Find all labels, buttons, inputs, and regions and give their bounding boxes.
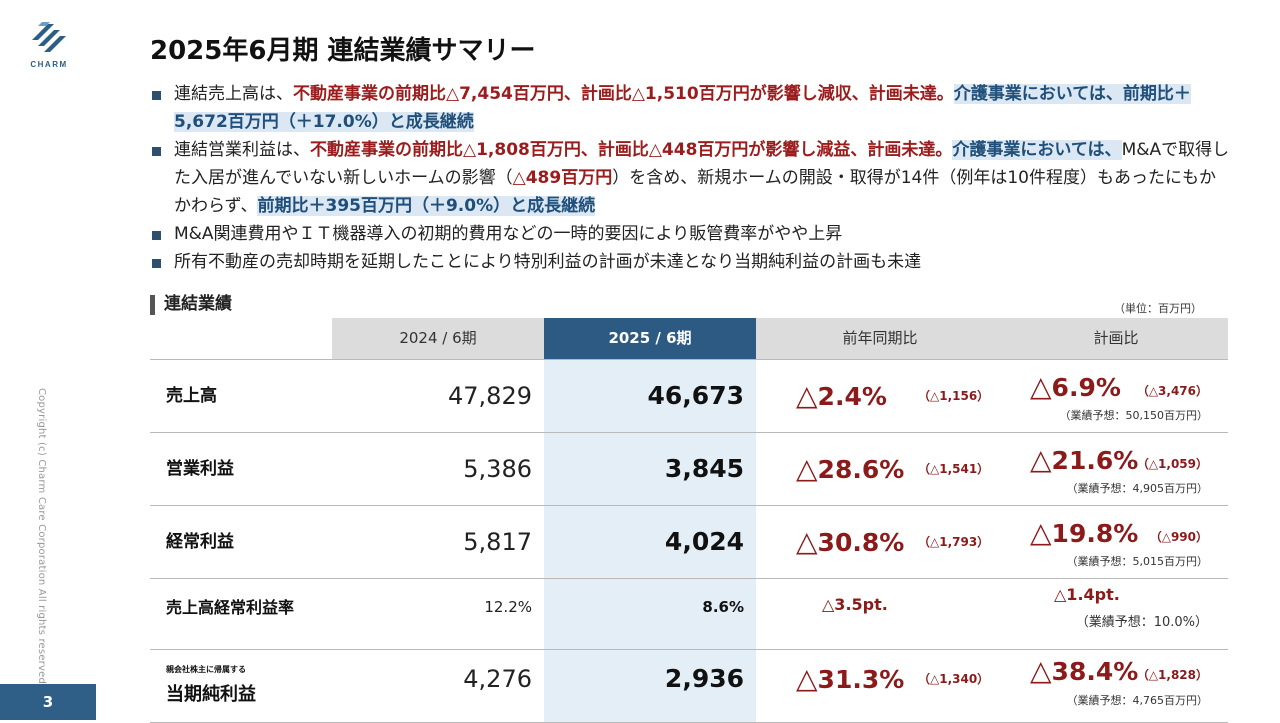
summary-bullet: 所有不動産の売却時期を延期したことにより特別利益の計画が未達となり当期純利益の計… — [150, 248, 1230, 276]
plan-triangle: △ — [1030, 443, 1052, 476]
prev-value: 5,386 — [463, 455, 532, 483]
bullet-segment: M&Aで取得した入居が進んでいない新しいホームの影響（ — [174, 140, 1230, 188]
yoy-amount: （△1,340） — [918, 672, 990, 686]
yoy-percent-value: 28.6% — [817, 455, 905, 484]
plan-amount: （△990） — [1149, 530, 1208, 544]
yoy-triangle: △ — [796, 525, 818, 558]
yoy-percent-value: 30.8% — [817, 528, 905, 557]
bullet-segment: 不動産事業の前期比△1,808百万円、計画比△448百万円が影響し減益、計画未達… — [310, 140, 953, 160]
plan-amount: （△3,476） — [1136, 384, 1208, 398]
copyright-text: Copyright (c) Charm Care Corporation All… — [36, 388, 47, 688]
plan-triangle: △ — [1030, 654, 1052, 687]
curr-value: 3,845 — [664, 454, 744, 483]
yoy-percent-value: 31.3% — [817, 665, 905, 694]
unit-label: （単位：百万円） — [1114, 302, 1202, 315]
current-year-highlight — [544, 433, 756, 505]
yoy-percent: △31.3% — [796, 650, 904, 709]
yoy-percent: △2.4% — [796, 360, 887, 433]
prev-value: 4,276 — [463, 665, 532, 693]
table-row: 売上高 47,829 46,673 △2.4% （△1,156） △6.9% （… — [150, 359, 1228, 432]
current-year-highlight — [544, 360, 756, 432]
plan-percent: △6.9% — [1030, 370, 1121, 403]
plan-amount: （△1,828） — [1136, 668, 1208, 682]
yoy-amount: （△1,156） — [918, 389, 990, 403]
table-row: 経常利益 5,817 4,024 △30.8% （△1,793） △19.8% … — [150, 505, 1228, 578]
yoy-amount: （△1,541） — [918, 462, 990, 476]
table-row-ratio: 売上高経常利益率 12.2% 8.6% △3.5pt. △1.4pt. （業績予… — [150, 578, 1228, 649]
header-current-year: 2025 / 6期 — [544, 318, 756, 359]
summary-bullet: 連結売上高は、不動産事業の前期比△7,454百万円、計画比△1,510百万円が影… — [150, 80, 1230, 136]
current-year-highlight — [544, 506, 756, 578]
company-logo: CHARM — [22, 18, 76, 82]
forecast-note: （業績予想：4,905百万円） — [1066, 482, 1209, 495]
yoy-percent-value: 2.4% — [817, 382, 887, 411]
plan-percent-value: 38.4% — [1051, 657, 1139, 686]
plan-triangle: △ — [1030, 516, 1052, 549]
table-body: 売上高 47,829 46,673 △2.4% （△1,156） △6.9% （… — [150, 359, 1228, 723]
page-number: 3 — [0, 684, 96, 720]
forecast-note: （業績予想：50,150百万円） — [1059, 409, 1209, 422]
row-label: 経常利益 — [166, 532, 234, 552]
row-label: 売上高 — [166, 386, 217, 406]
curr-value: 46,673 — [647, 381, 744, 410]
plan-percent: △19.8% — [1030, 516, 1138, 549]
yoy-triangle: △ — [796, 662, 818, 695]
page-title: 2025年6月期 連結業績サマリー — [150, 36, 536, 66]
bullet-segment: 前期比＋395百万円（＋9.0%）と成長継続 — [257, 196, 596, 216]
bullet-segment: 連結売上高は、 — [174, 84, 293, 104]
current-year-highlight — [544, 579, 756, 649]
plan-triangle: △ — [1030, 370, 1052, 403]
plan-amount: （△1,059） — [1136, 457, 1208, 471]
plan-percent: △21.6% — [1030, 443, 1138, 476]
logo-text: CHARM — [30, 60, 68, 69]
yoy-percent: △30.8% — [796, 506, 904, 579]
row-label: 営業利益 — [166, 459, 234, 479]
header-prev-year: 2024 / 6期 — [332, 318, 544, 359]
forecast-note: （業績予想：10.0%） — [1075, 615, 1208, 630]
bullet-segment: 所有不動産の売却時期を延期したことにより特別利益の計画が未達となり当期純利益の計… — [174, 252, 922, 272]
prev-value: 12.2% — [484, 598, 532, 616]
table-header: 2024 / 6期 2025 / 6期 前年同期比 計画比 — [150, 318, 1228, 359]
curr-value: 2,936 — [664, 664, 744, 693]
plan-percent-value: 21.6% — [1051, 446, 1139, 475]
yoy-amount: （△1,793） — [918, 535, 990, 549]
yoy-percent: △28.6% — [796, 433, 904, 506]
yoy-triangle: △ — [796, 379, 818, 412]
yoy-triangle: △ — [796, 452, 818, 485]
table-row-net: 親会社株主に帰属する 当期純利益 4,276 2,936 △31.3% （△1,… — [150, 649, 1228, 723]
bullet-segment: △489百万円 — [512, 168, 613, 188]
plan-percent-value: 6.9% — [1051, 373, 1121, 402]
prev-value: 5,817 — [463, 528, 532, 556]
prev-value: 47,829 — [448, 382, 532, 410]
header-plan: 計画比 — [1004, 318, 1228, 359]
row-label: 当期純利益 — [166, 684, 256, 705]
charm-logo-icon — [32, 22, 66, 52]
curr-value: 8.6% — [702, 598, 744, 616]
summary-bullet: M&A関連費用やＩＴ機器導入の初期的費用などの一時的要因により販管費率がやや上昇 — [150, 220, 1230, 248]
row-sublabel: 親会社株主に帰属する — [166, 665, 246, 674]
plan-percent-value: 19.8% — [1051, 519, 1139, 548]
summary-bullet: 連結営業利益は、不動産事業の前期比△1,808百万円、計画比△448百万円が影響… — [150, 136, 1230, 220]
forecast-note: （業績予想：4,765百万円） — [1066, 694, 1209, 707]
summary-bullets: 連結売上高は、不動産事業の前期比△7,454百万円、計画比△1,510百万円が影… — [150, 80, 1230, 276]
bullet-segment: 介護事業においては、 — [952, 140, 1122, 160]
bullet-segment: 連結営業利益は、 — [174, 140, 310, 160]
current-year-highlight — [544, 650, 756, 722]
plan-percent: △38.4% — [1030, 654, 1138, 687]
table-row: 営業利益 5,386 3,845 △28.6% （△1,541） △21.6% … — [150, 432, 1228, 505]
row-label: 売上高経常利益率 — [166, 598, 295, 617]
bullet-segment: ）を含め、新規ホームの開設・取得が14件（例年は10件程度）もあったにもかかわら… — [174, 168, 1216, 216]
results-table: 2024 / 6期 2025 / 6期 前年同期比 計画比 売上高 47,829… — [150, 318, 1228, 723]
plan-points: △1.4pt. — [1054, 585, 1120, 604]
curr-value: 4,024 — [664, 527, 744, 556]
bullet-segment: 不動産事業の前期比△7,454百万円、計画比△1,510百万円が影響し減収、計画… — [293, 84, 954, 104]
section-title: 連結業績 — [150, 292, 232, 316]
bullet-segment: M&A関連費用やＩＴ機器導入の初期的費用などの一時的要因により販管費率がやや上昇 — [174, 224, 843, 244]
yoy-points: △3.5pt. — [822, 595, 888, 614]
header-yoy: 前年同期比 — [756, 318, 1004, 359]
forecast-note: （業績予想：5,015百万円） — [1066, 555, 1209, 568]
